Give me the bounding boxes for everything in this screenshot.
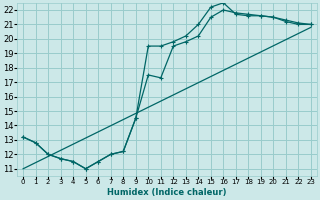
X-axis label: Humidex (Indice chaleur): Humidex (Indice chaleur) bbox=[107, 188, 227, 197]
